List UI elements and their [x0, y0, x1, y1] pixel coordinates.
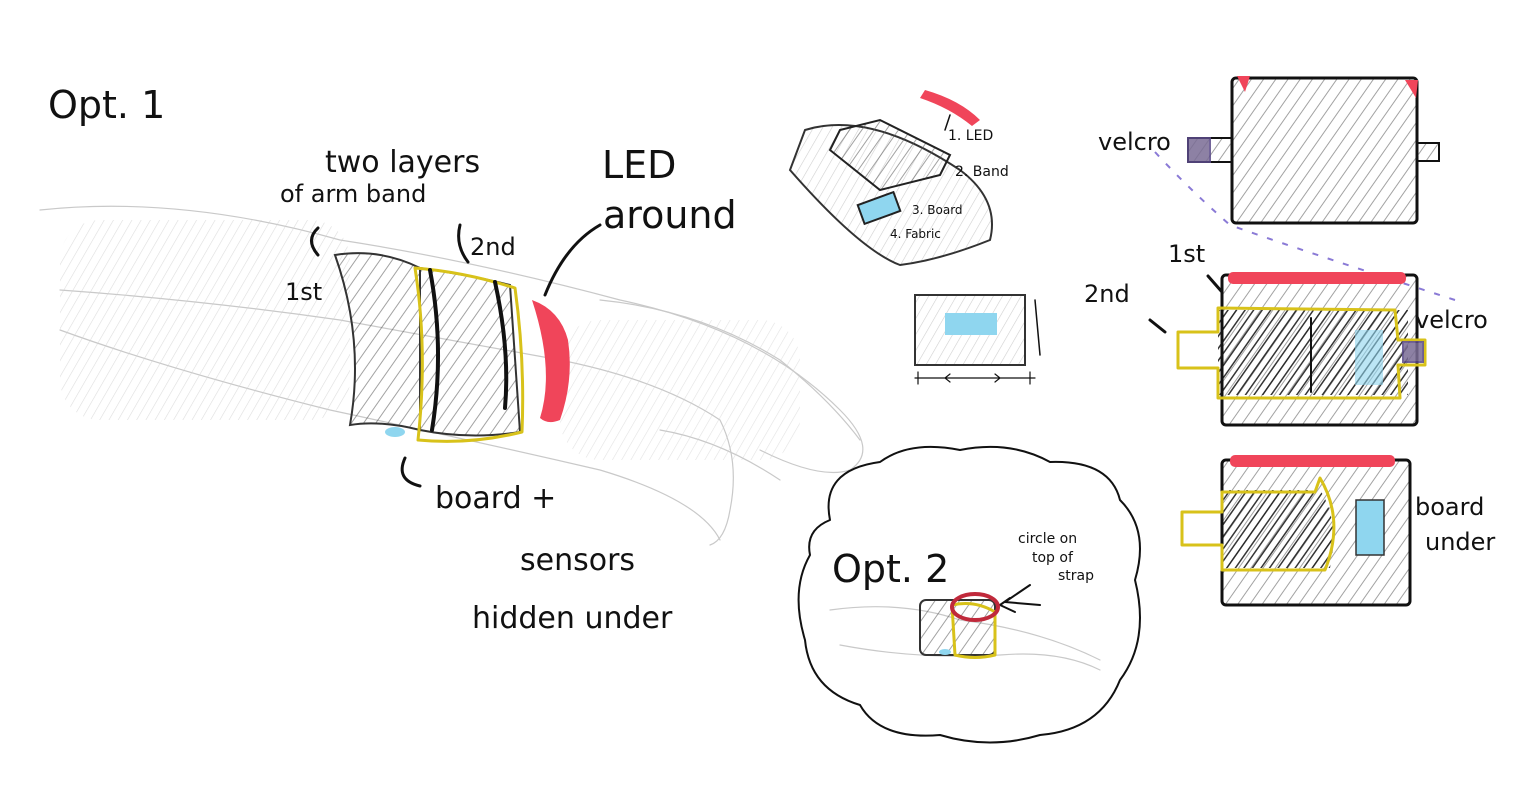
label-velcro-right: velcro — [1415, 306, 1488, 334]
label-velcro-top: velcro — [1098, 128, 1171, 156]
label-board-under-line2: under — [1425, 528, 1495, 556]
option2-title: Opt. 2 — [832, 547, 949, 591]
flat-view-2: 1st 2nd velcro — [1084, 240, 1488, 427]
callout-first — [310, 226, 320, 257]
led-strip — [532, 300, 570, 423]
label-opt2-line2: top of — [1032, 550, 1074, 566]
label-board-line3: hidden under — [472, 601, 673, 636]
label-first-layer: 1st — [285, 278, 322, 306]
callout-board — [400, 456, 422, 488]
label-board-line1: board + — [435, 481, 556, 516]
label-second-layer: 2nd — [470, 233, 516, 261]
label-board-line2: sensors — [520, 543, 635, 578]
label-exploded-band: 2. Band — [955, 164, 1009, 180]
label-second-flat: 2nd — [1084, 280, 1130, 308]
option2-group: Opt. 2 circle on top of strap — [797, 445, 1141, 744]
label-two-layers-line2: of arm band — [280, 180, 426, 208]
label-opt2-line1: circle on — [1018, 531, 1077, 547]
exploded-view: 1. LED 2. Band 3. Board 4. Fabric — [788, 90, 1009, 267]
thought-bubble — [797, 445, 1141, 744]
flat-view-3: board under — [1180, 455, 1495, 607]
label-board-under-line1: board — [1415, 493, 1484, 521]
label-exploded-fabric: 4. Fabric — [890, 227, 941, 241]
label-led-line2: around — [603, 193, 737, 237]
arm-band — [333, 252, 570, 443]
board-top-view — [914, 294, 1041, 385]
option1-group: Opt. 1 two layers of arm band 1st 2nd — [39, 83, 864, 636]
label-led-line1: LED — [602, 143, 676, 187]
label-two-layers-line1: two layers — [325, 145, 480, 180]
flat-view-1: velcro — [1098, 76, 1456, 301]
callout-second-flat — [1148, 318, 1167, 334]
callout-second — [457, 223, 470, 264]
callout-first-flat — [1206, 274, 1224, 294]
label-exploded-board: 3. Board — [912, 203, 963, 217]
callout-led — [543, 223, 602, 297]
label-exploded-led: 1. LED — [948, 128, 993, 144]
label-first-flat: 1st — [1168, 240, 1205, 268]
board-hint — [385, 427, 405, 437]
label-opt2-line3: strap — [1058, 568, 1094, 584]
option1-title: Opt. 1 — [48, 83, 165, 127]
led-circle — [950, 592, 1000, 622]
flat-views: velcro 1st 2nd velcro board under — [1084, 76, 1495, 607]
arm-sketch — [39, 205, 864, 546]
